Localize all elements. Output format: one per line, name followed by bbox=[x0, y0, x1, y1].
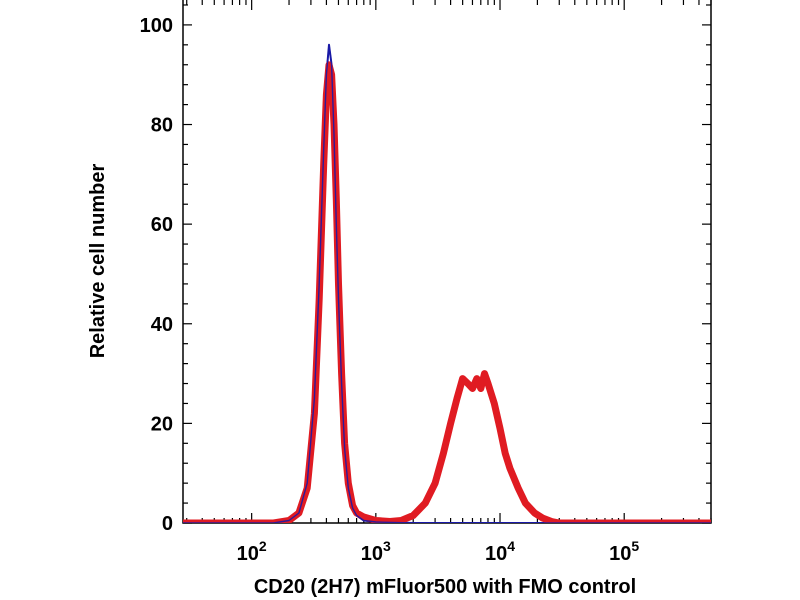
series-line-cd20-mfluor500 bbox=[183, 61, 711, 523]
x-tick-label: 104 bbox=[485, 538, 515, 565]
x-tick-exponent: 5 bbox=[631, 538, 639, 554]
x-tick-base: 10 bbox=[609, 543, 631, 565]
y-tick-label: 0 bbox=[162, 513, 173, 535]
x-tick-exponent: 2 bbox=[259, 538, 267, 554]
y-tick-label: 60 bbox=[151, 214, 173, 236]
y-tick-label: 40 bbox=[151, 314, 173, 336]
y-tick-label: 20 bbox=[151, 413, 173, 435]
y-tick-label: 80 bbox=[151, 115, 173, 137]
y-axis-title: Relative cell number bbox=[87, 164, 109, 359]
series-line-fmo-control-overlay bbox=[183, 44, 711, 523]
x-tick-base: 10 bbox=[485, 543, 507, 565]
x-tick-exponent: 4 bbox=[507, 538, 515, 554]
x-axis-title: CD20 (2H7) mFluor500 with FMO control bbox=[254, 576, 636, 598]
x-tick-label: 105 bbox=[609, 538, 639, 565]
x-tick-base: 10 bbox=[237, 543, 259, 565]
y-tick-label: 100 bbox=[140, 15, 173, 37]
x-tick-exponent: 3 bbox=[383, 538, 391, 554]
x-tick-label: 102 bbox=[237, 538, 267, 565]
x-tick-base: 10 bbox=[361, 543, 383, 565]
x-tick-label: 103 bbox=[361, 538, 391, 565]
